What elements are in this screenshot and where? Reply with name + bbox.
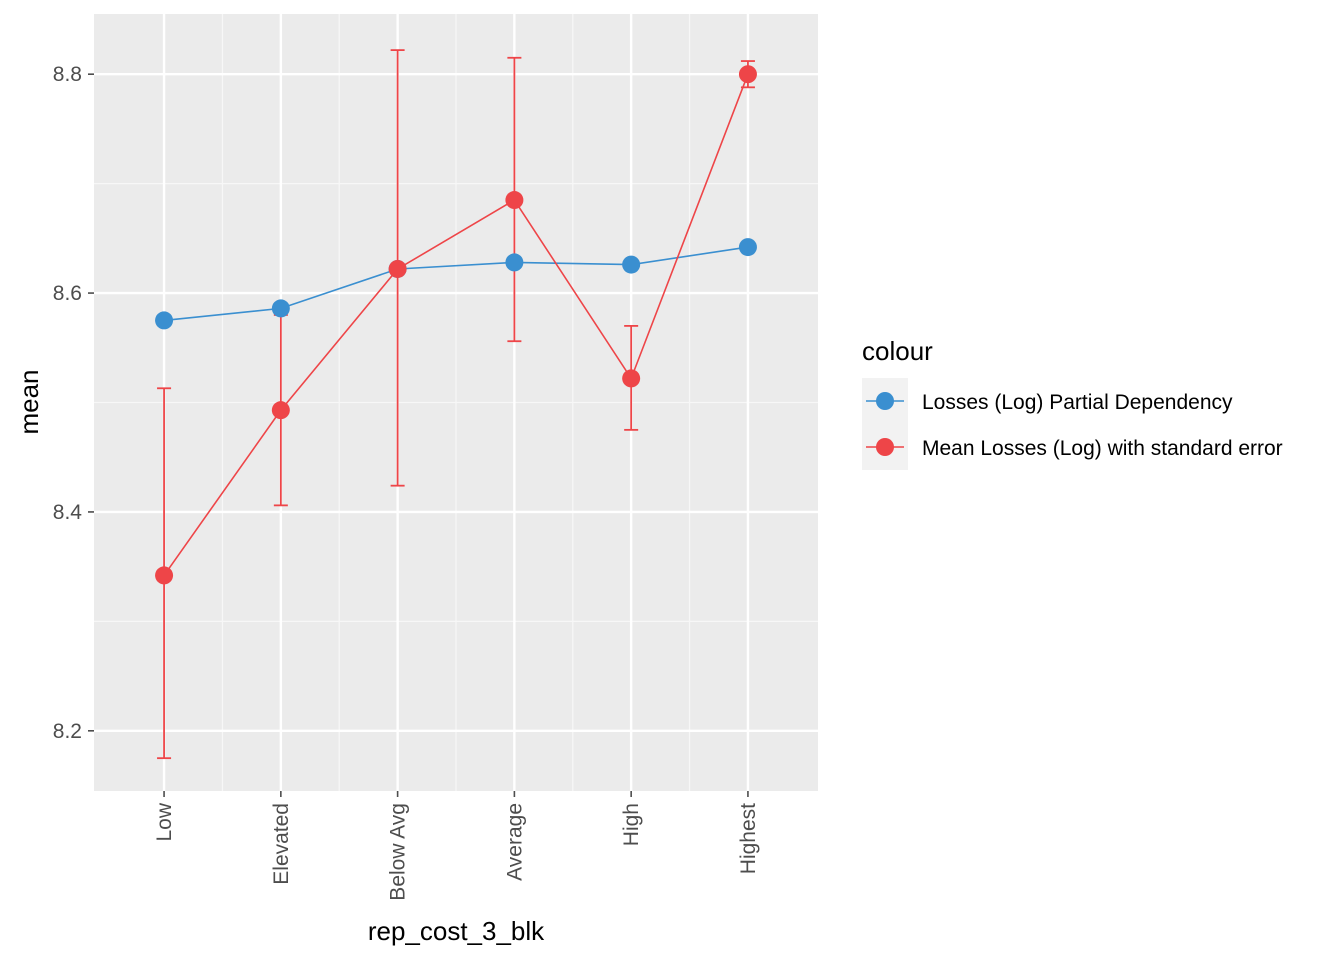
y-axis-title: mean xyxy=(14,369,44,434)
legend-key-point xyxy=(876,392,894,410)
x-tick-label: Elevated xyxy=(270,803,293,885)
legend-label: Mean Losses (Log) with standard error xyxy=(922,437,1283,460)
y-tick-label: 8.8 xyxy=(53,63,82,86)
legend-key-point xyxy=(876,438,894,456)
legend-items: Losses (Log) Partial Dependency Mean Loss… xyxy=(862,378,1283,470)
data-point xyxy=(155,311,174,330)
data-point xyxy=(388,259,407,278)
x-tick-label: Average xyxy=(503,803,526,881)
axes: 8.2 8.4 8.6 8.8 Low Elevated Below Avg Average H… xyxy=(53,63,760,900)
data-point xyxy=(155,566,174,585)
data-point xyxy=(505,253,524,272)
data-point xyxy=(271,401,290,420)
legend-title: colour xyxy=(862,336,933,366)
y-tick-label: 8.6 xyxy=(53,282,82,305)
series-line xyxy=(163,73,749,576)
x-tick-label: High xyxy=(620,803,643,846)
x-tick-label: Below Avg xyxy=(387,803,410,901)
y-tick-label: 8.2 xyxy=(53,720,82,743)
series-lines xyxy=(163,73,749,576)
legend: colour Losses (Log) Partial Dependency Me… xyxy=(862,336,1283,470)
x-tick-label: Highest xyxy=(737,803,760,874)
data-point xyxy=(622,369,641,388)
data-point xyxy=(622,255,641,274)
series-points xyxy=(155,65,757,585)
series-line xyxy=(163,246,749,322)
data-point xyxy=(271,299,290,318)
data-point xyxy=(505,191,524,210)
legend-label: Losses (Log) Partial Dependency xyxy=(922,391,1233,414)
y-tick-label: 8.4 xyxy=(53,501,83,524)
data-point xyxy=(738,65,757,84)
data-point xyxy=(738,238,757,257)
x-tick-label: Low xyxy=(153,802,176,841)
x-axis-title: rep_cost_3_blk xyxy=(368,916,545,946)
